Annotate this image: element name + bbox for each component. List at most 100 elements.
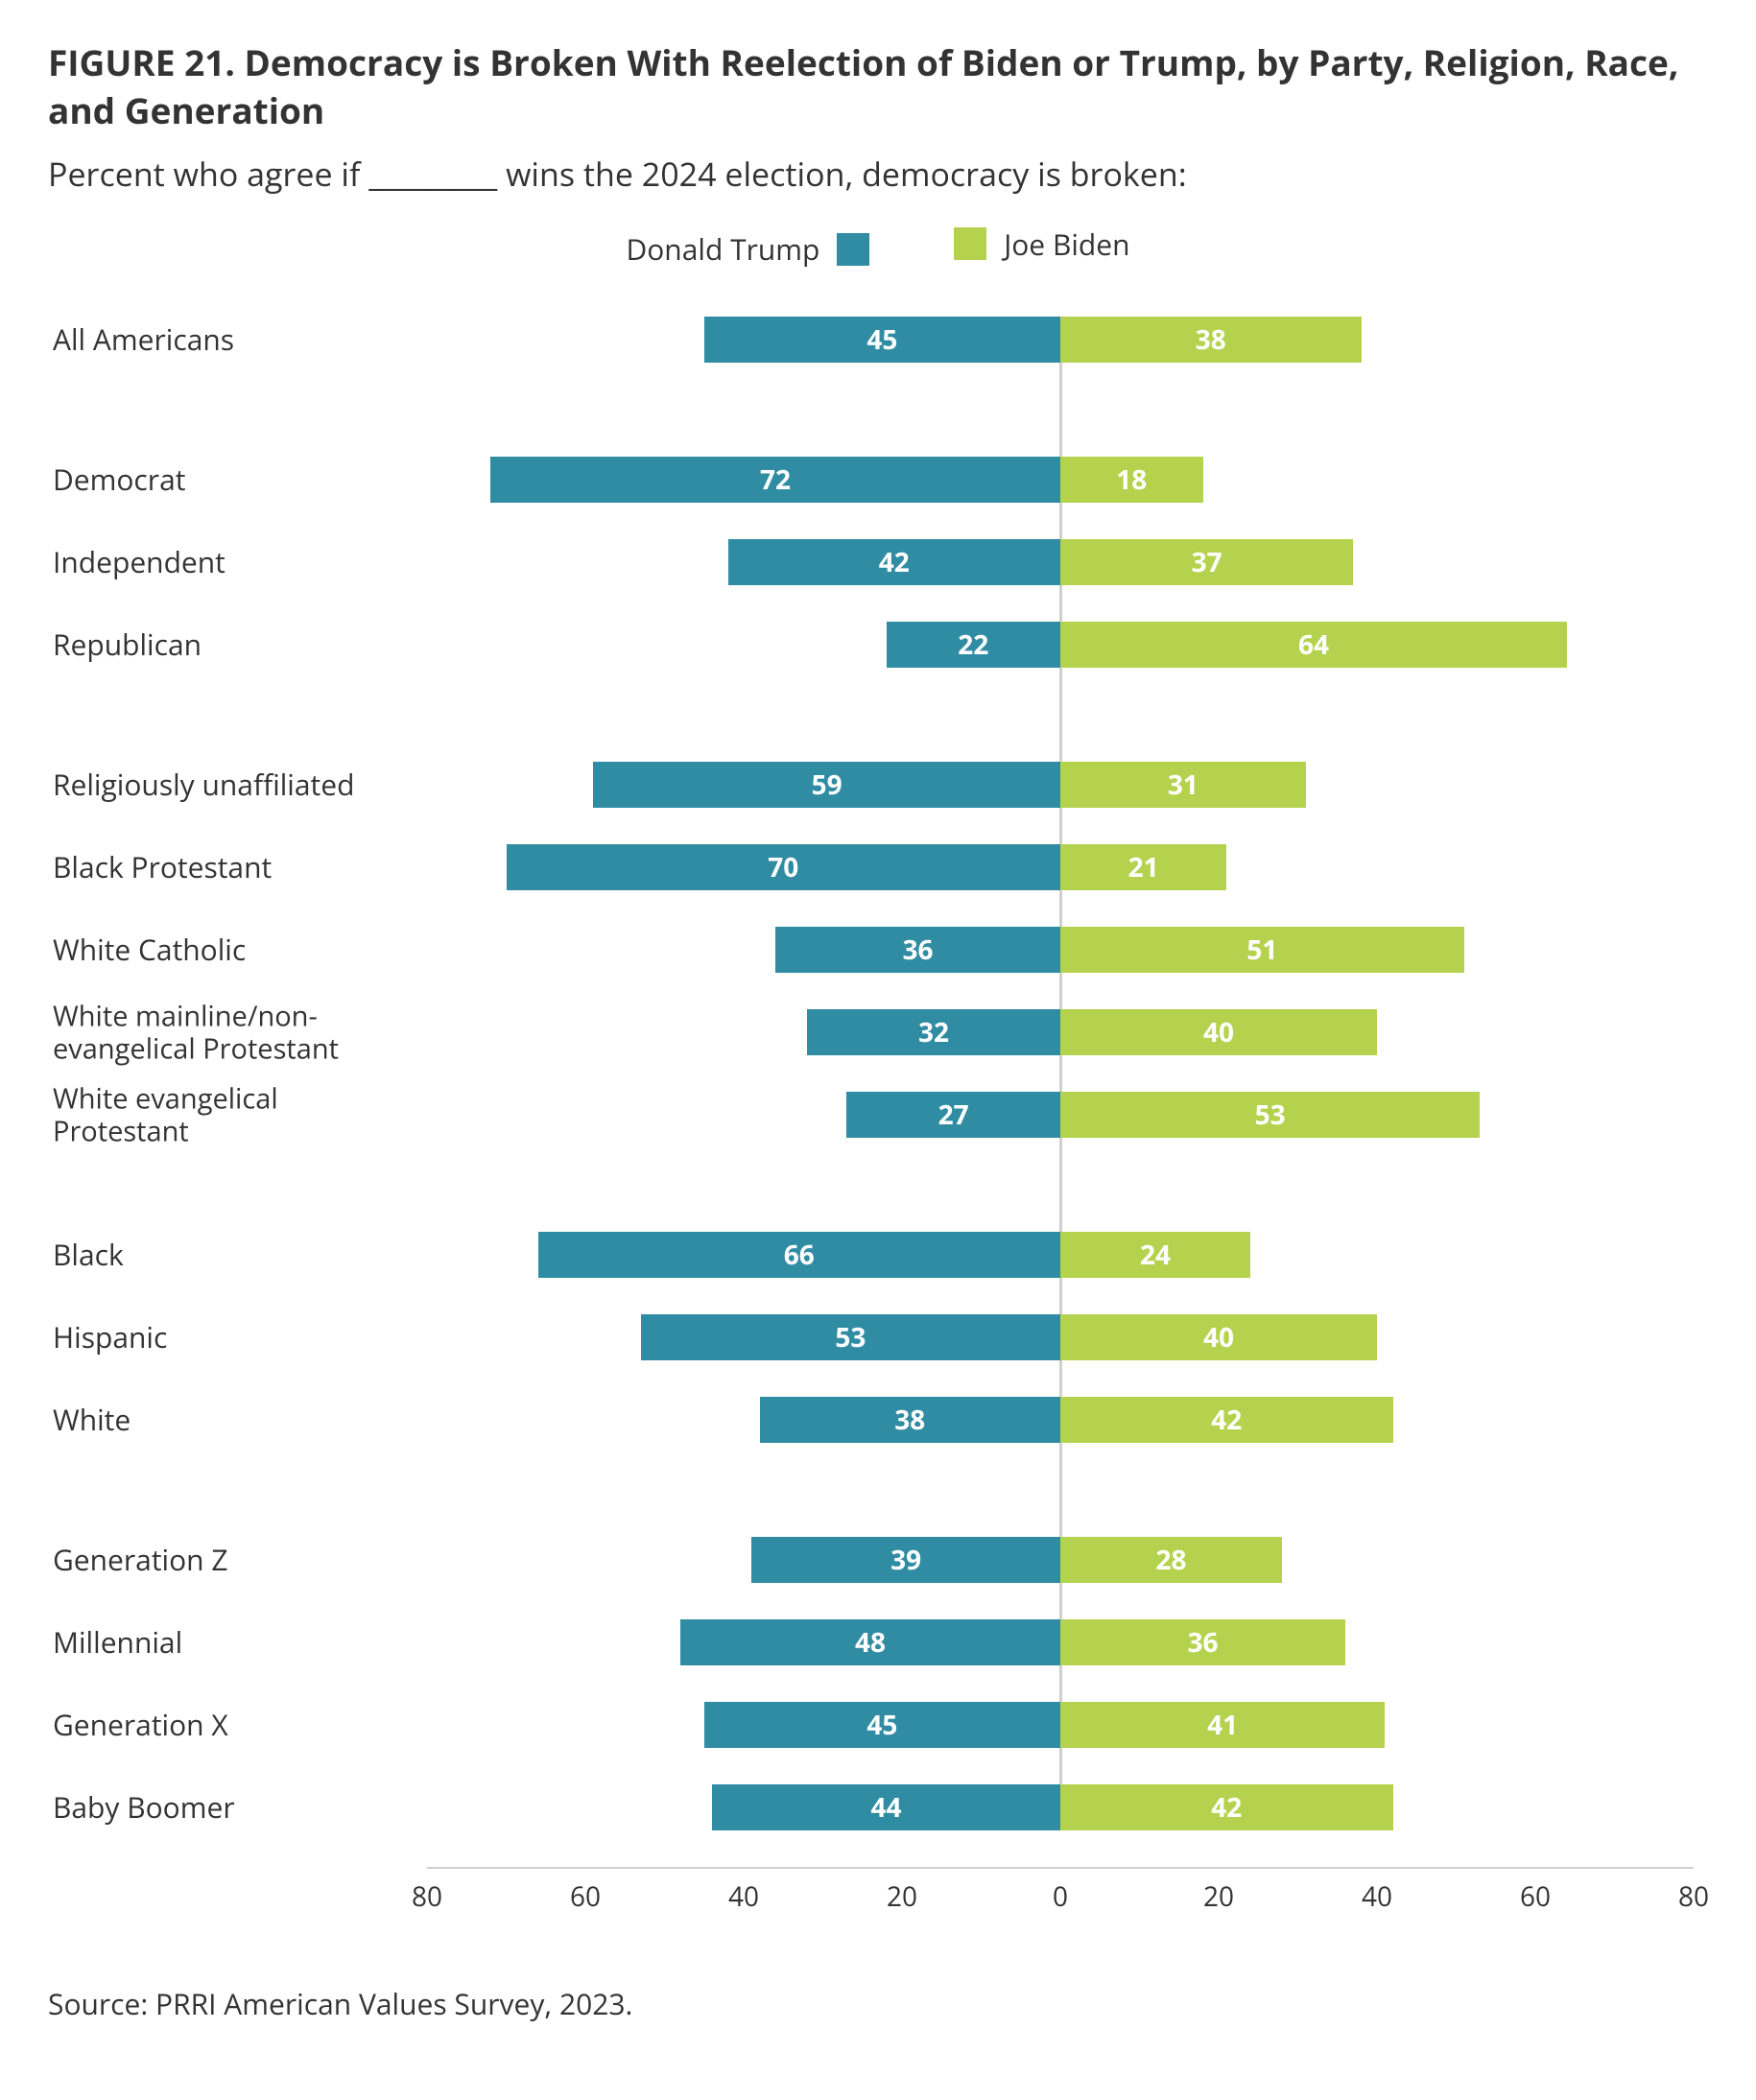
row-label: All Americans bbox=[53, 323, 408, 357]
row-label: Religiously unaffiliated bbox=[53, 768, 408, 802]
row-label: Millennial bbox=[53, 1626, 408, 1660]
chart-plot: All Americans4538Democrat7218Independent… bbox=[427, 317, 1694, 1830]
row-label: Democrat bbox=[53, 463, 408, 497]
row-label: White evangelical Protestant bbox=[53, 1083, 408, 1147]
legend-item-biden: Joe Biden bbox=[954, 224, 1129, 264]
bar-value: 72 bbox=[760, 461, 791, 498]
bar-biden: 51 bbox=[1060, 927, 1464, 973]
chart-row: Generation X4541 bbox=[427, 1702, 1694, 1748]
bar-biden: 24 bbox=[1060, 1232, 1250, 1278]
row-label: White mainline/non-evangelical Protestan… bbox=[53, 1001, 408, 1065]
bar-value: 59 bbox=[812, 767, 842, 803]
bar-value: 27 bbox=[938, 1097, 969, 1133]
figure-container: FIGURE 21. Democracy is Broken With Reel… bbox=[0, 0, 1756, 2100]
x-axis-tick: 20 bbox=[1203, 1878, 1234, 1915]
bar-value: 39 bbox=[890, 1542, 921, 1578]
chart-row: White mainline/non-evangelical Protestan… bbox=[427, 1009, 1694, 1055]
bar-value: 31 bbox=[1168, 767, 1198, 803]
x-axis-tick: 0 bbox=[1053, 1878, 1068, 1915]
chart-row: Baby Boomer4442 bbox=[427, 1784, 1694, 1830]
bar-trump: 22 bbox=[887, 622, 1061, 668]
bar-biden: 21 bbox=[1060, 844, 1226, 890]
row-label: Republican bbox=[53, 628, 408, 662]
bar-trump: 66 bbox=[538, 1232, 1061, 1278]
bar-value: 64 bbox=[1298, 626, 1329, 663]
figure-source: Source: PRRI American Values Survey, 202… bbox=[48, 1984, 1708, 2023]
chart-row: White evangelical Protestant2753 bbox=[427, 1092, 1694, 1138]
bar-value: 24 bbox=[1140, 1237, 1171, 1273]
x-axis-tick: 80 bbox=[1678, 1878, 1709, 1915]
row-label: Black bbox=[53, 1239, 408, 1272]
bar-value: 42 bbox=[879, 544, 910, 580]
bar-biden: 41 bbox=[1060, 1702, 1385, 1748]
chart-row: Generation Z3928 bbox=[427, 1537, 1694, 1583]
row-label: Baby Boomer bbox=[53, 1791, 408, 1825]
bar-value: 48 bbox=[855, 1624, 886, 1661]
legend-swatch-biden bbox=[954, 227, 986, 260]
row-label: Hispanic bbox=[53, 1321, 408, 1355]
bar-trump: 32 bbox=[807, 1009, 1060, 1055]
x-axis: 80604020020406080 bbox=[427, 1867, 1694, 1936]
bar-biden: 18 bbox=[1060, 457, 1203, 503]
bar-trump: 42 bbox=[728, 539, 1061, 585]
bar-trump: 27 bbox=[846, 1092, 1060, 1138]
bar-value: 42 bbox=[1211, 1789, 1242, 1826]
chart-row: Republican2264 bbox=[427, 622, 1694, 668]
bar-biden: 31 bbox=[1060, 762, 1306, 808]
bar-trump: 36 bbox=[775, 927, 1060, 973]
bar-trump: 45 bbox=[704, 317, 1060, 363]
bar-value: 51 bbox=[1246, 932, 1277, 968]
chart-row: Black6624 bbox=[427, 1232, 1694, 1278]
bar-trump: 39 bbox=[751, 1537, 1060, 1583]
figure-subtitle: Percent who agree if _________ wins the … bbox=[48, 152, 1708, 196]
bar-value: 40 bbox=[1203, 1319, 1234, 1356]
bar-trump: 48 bbox=[680, 1619, 1060, 1665]
x-axis-tick: 40 bbox=[1362, 1878, 1392, 1915]
bar-value: 22 bbox=[958, 626, 988, 663]
chart-area: All Americans 45 38 Democrat 72 18 Independent… bbox=[53, 317, 1703, 1936]
legend-item-trump: Donald Trump bbox=[626, 229, 869, 269]
chart-row: Hispanic5340 bbox=[427, 1314, 1694, 1360]
x-axis-tick: 40 bbox=[728, 1878, 759, 1915]
x-axis-tick: 80 bbox=[412, 1878, 442, 1915]
bar-biden: 38 bbox=[1060, 317, 1362, 363]
bar-value: 70 bbox=[768, 849, 798, 885]
bar-value: 32 bbox=[918, 1014, 949, 1050]
legend-label-trump: Donald Trump bbox=[626, 229, 819, 269]
row-label: Black Protestant bbox=[53, 851, 408, 885]
bar-value: 42 bbox=[1211, 1402, 1242, 1438]
bar-trump: 44 bbox=[712, 1784, 1060, 1830]
bar-trump: 53 bbox=[641, 1314, 1060, 1360]
bar-value: 41 bbox=[1207, 1707, 1238, 1743]
bar-trump: 45 bbox=[704, 1702, 1060, 1748]
bar-value: 45 bbox=[866, 1707, 897, 1743]
bar-value: 28 bbox=[1155, 1542, 1186, 1578]
bar-value: 36 bbox=[1187, 1624, 1218, 1661]
bar-biden: 64 bbox=[1060, 622, 1567, 668]
chart-row: Black Protestant7021 bbox=[427, 844, 1694, 890]
bar-value: 38 bbox=[894, 1402, 925, 1438]
bar-value: 36 bbox=[902, 932, 933, 968]
bar-biden: 28 bbox=[1060, 1537, 1282, 1583]
bar-biden: 40 bbox=[1060, 1009, 1377, 1055]
bar-value: 37 bbox=[1192, 544, 1222, 580]
chart-row: Religiously unaffiliated5931 bbox=[427, 762, 1694, 808]
row-label: Independent bbox=[53, 546, 408, 579]
bar-value: 53 bbox=[835, 1319, 866, 1356]
row-label: White bbox=[53, 1404, 408, 1437]
bar-trump: 72 bbox=[490, 457, 1060, 503]
row-label: Generation Z bbox=[53, 1544, 408, 1577]
chart-row: All Americans4538 bbox=[427, 317, 1694, 363]
chart-row: Democrat7218 bbox=[427, 457, 1694, 503]
bar-biden: 42 bbox=[1060, 1784, 1393, 1830]
bar-trump: 38 bbox=[760, 1397, 1061, 1443]
bar-value: 38 bbox=[1196, 321, 1226, 358]
bar-value: 45 bbox=[866, 321, 897, 358]
x-axis-tick: 60 bbox=[570, 1878, 601, 1915]
figure-title: FIGURE 21. Democracy is Broken With Reel… bbox=[48, 38, 1708, 134]
bar-trump: 59 bbox=[593, 762, 1060, 808]
bar-value: 53 bbox=[1255, 1097, 1286, 1133]
chart-row: White Catholic3651 bbox=[427, 927, 1694, 973]
bar-biden: 36 bbox=[1060, 1619, 1345, 1665]
bar-value: 40 bbox=[1203, 1014, 1234, 1050]
